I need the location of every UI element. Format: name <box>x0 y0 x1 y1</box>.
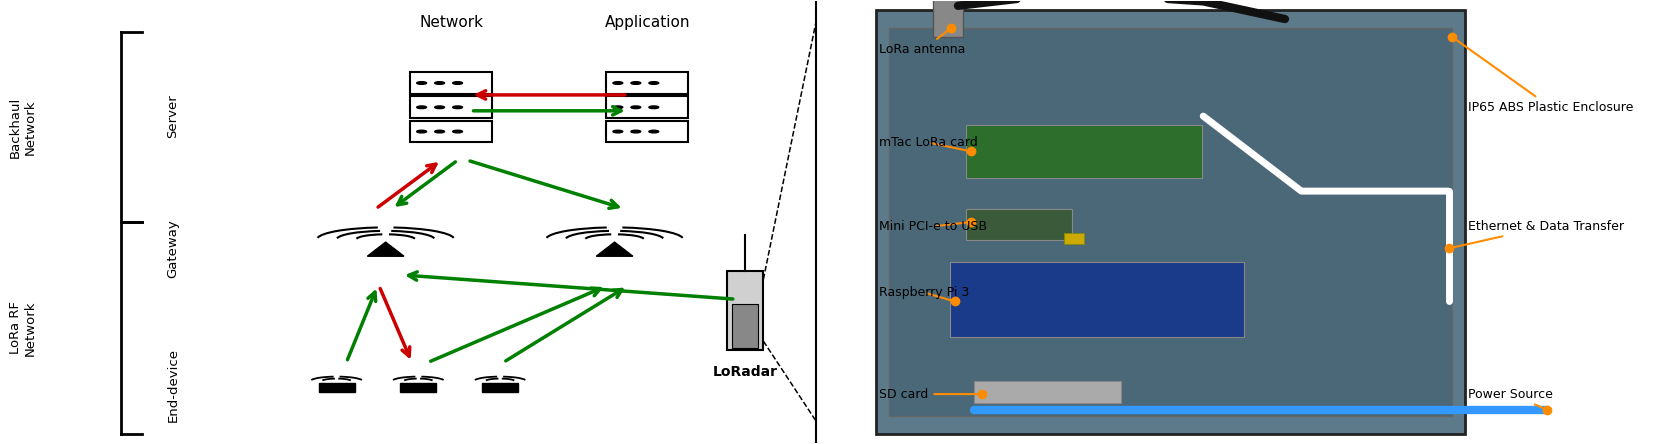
Text: Application: Application <box>605 15 690 30</box>
Bar <box>1064 233 1084 244</box>
Circle shape <box>613 82 623 84</box>
Circle shape <box>434 130 444 133</box>
Bar <box>411 121 493 143</box>
Circle shape <box>650 82 658 84</box>
Bar <box>877 10 1465 434</box>
Circle shape <box>434 82 444 84</box>
Bar <box>483 383 518 392</box>
Text: LoRadar: LoRadar <box>713 365 778 379</box>
Bar <box>411 72 493 94</box>
Polygon shape <box>596 242 633 256</box>
Bar <box>950 262 1244 337</box>
Text: SD card: SD card <box>880 388 980 400</box>
Circle shape <box>453 82 463 84</box>
Bar <box>890 28 1451 416</box>
Bar <box>974 381 1122 403</box>
Circle shape <box>434 106 444 109</box>
Circle shape <box>613 130 623 133</box>
Circle shape <box>418 82 426 84</box>
Text: Network: Network <box>419 15 483 30</box>
Text: Mini PCI-e to USB: Mini PCI-e to USB <box>880 220 987 233</box>
Circle shape <box>613 106 623 109</box>
Bar <box>934 0 964 37</box>
Circle shape <box>650 130 658 133</box>
Text: IP65 ABS Plastic Enclosure: IP65 ABS Plastic Enclosure <box>1455 38 1633 114</box>
Circle shape <box>631 106 641 109</box>
Bar <box>606 72 688 94</box>
Text: LoRa RF
Network: LoRa RF Network <box>8 300 37 356</box>
Bar <box>606 96 688 118</box>
Bar <box>728 270 763 350</box>
Text: Backhaul
Network: Backhaul Network <box>8 96 37 158</box>
Circle shape <box>418 106 426 109</box>
Circle shape <box>453 130 463 133</box>
Circle shape <box>418 130 426 133</box>
Bar <box>319 383 354 392</box>
Circle shape <box>650 106 658 109</box>
Bar <box>401 383 436 392</box>
Bar <box>733 304 758 348</box>
Text: Server: Server <box>167 94 180 138</box>
Bar <box>967 125 1202 178</box>
Circle shape <box>453 106 463 109</box>
Bar <box>411 96 493 118</box>
Text: mTac LoRa card: mTac LoRa card <box>880 136 979 151</box>
Polygon shape <box>367 242 404 256</box>
Text: End-device: End-device <box>167 348 180 422</box>
Circle shape <box>631 82 641 84</box>
Text: Power Source: Power Source <box>1468 388 1553 408</box>
Bar <box>967 209 1072 240</box>
Text: LoRa antenna: LoRa antenna <box>880 30 965 56</box>
Text: Ethernet & Data Transfer: Ethernet & Data Transfer <box>1451 220 1625 248</box>
Text: Gateway: Gateway <box>167 219 180 278</box>
Circle shape <box>631 130 641 133</box>
Text: Raspberry Pi 3: Raspberry Pi 3 <box>880 286 970 301</box>
Bar <box>606 121 688 143</box>
